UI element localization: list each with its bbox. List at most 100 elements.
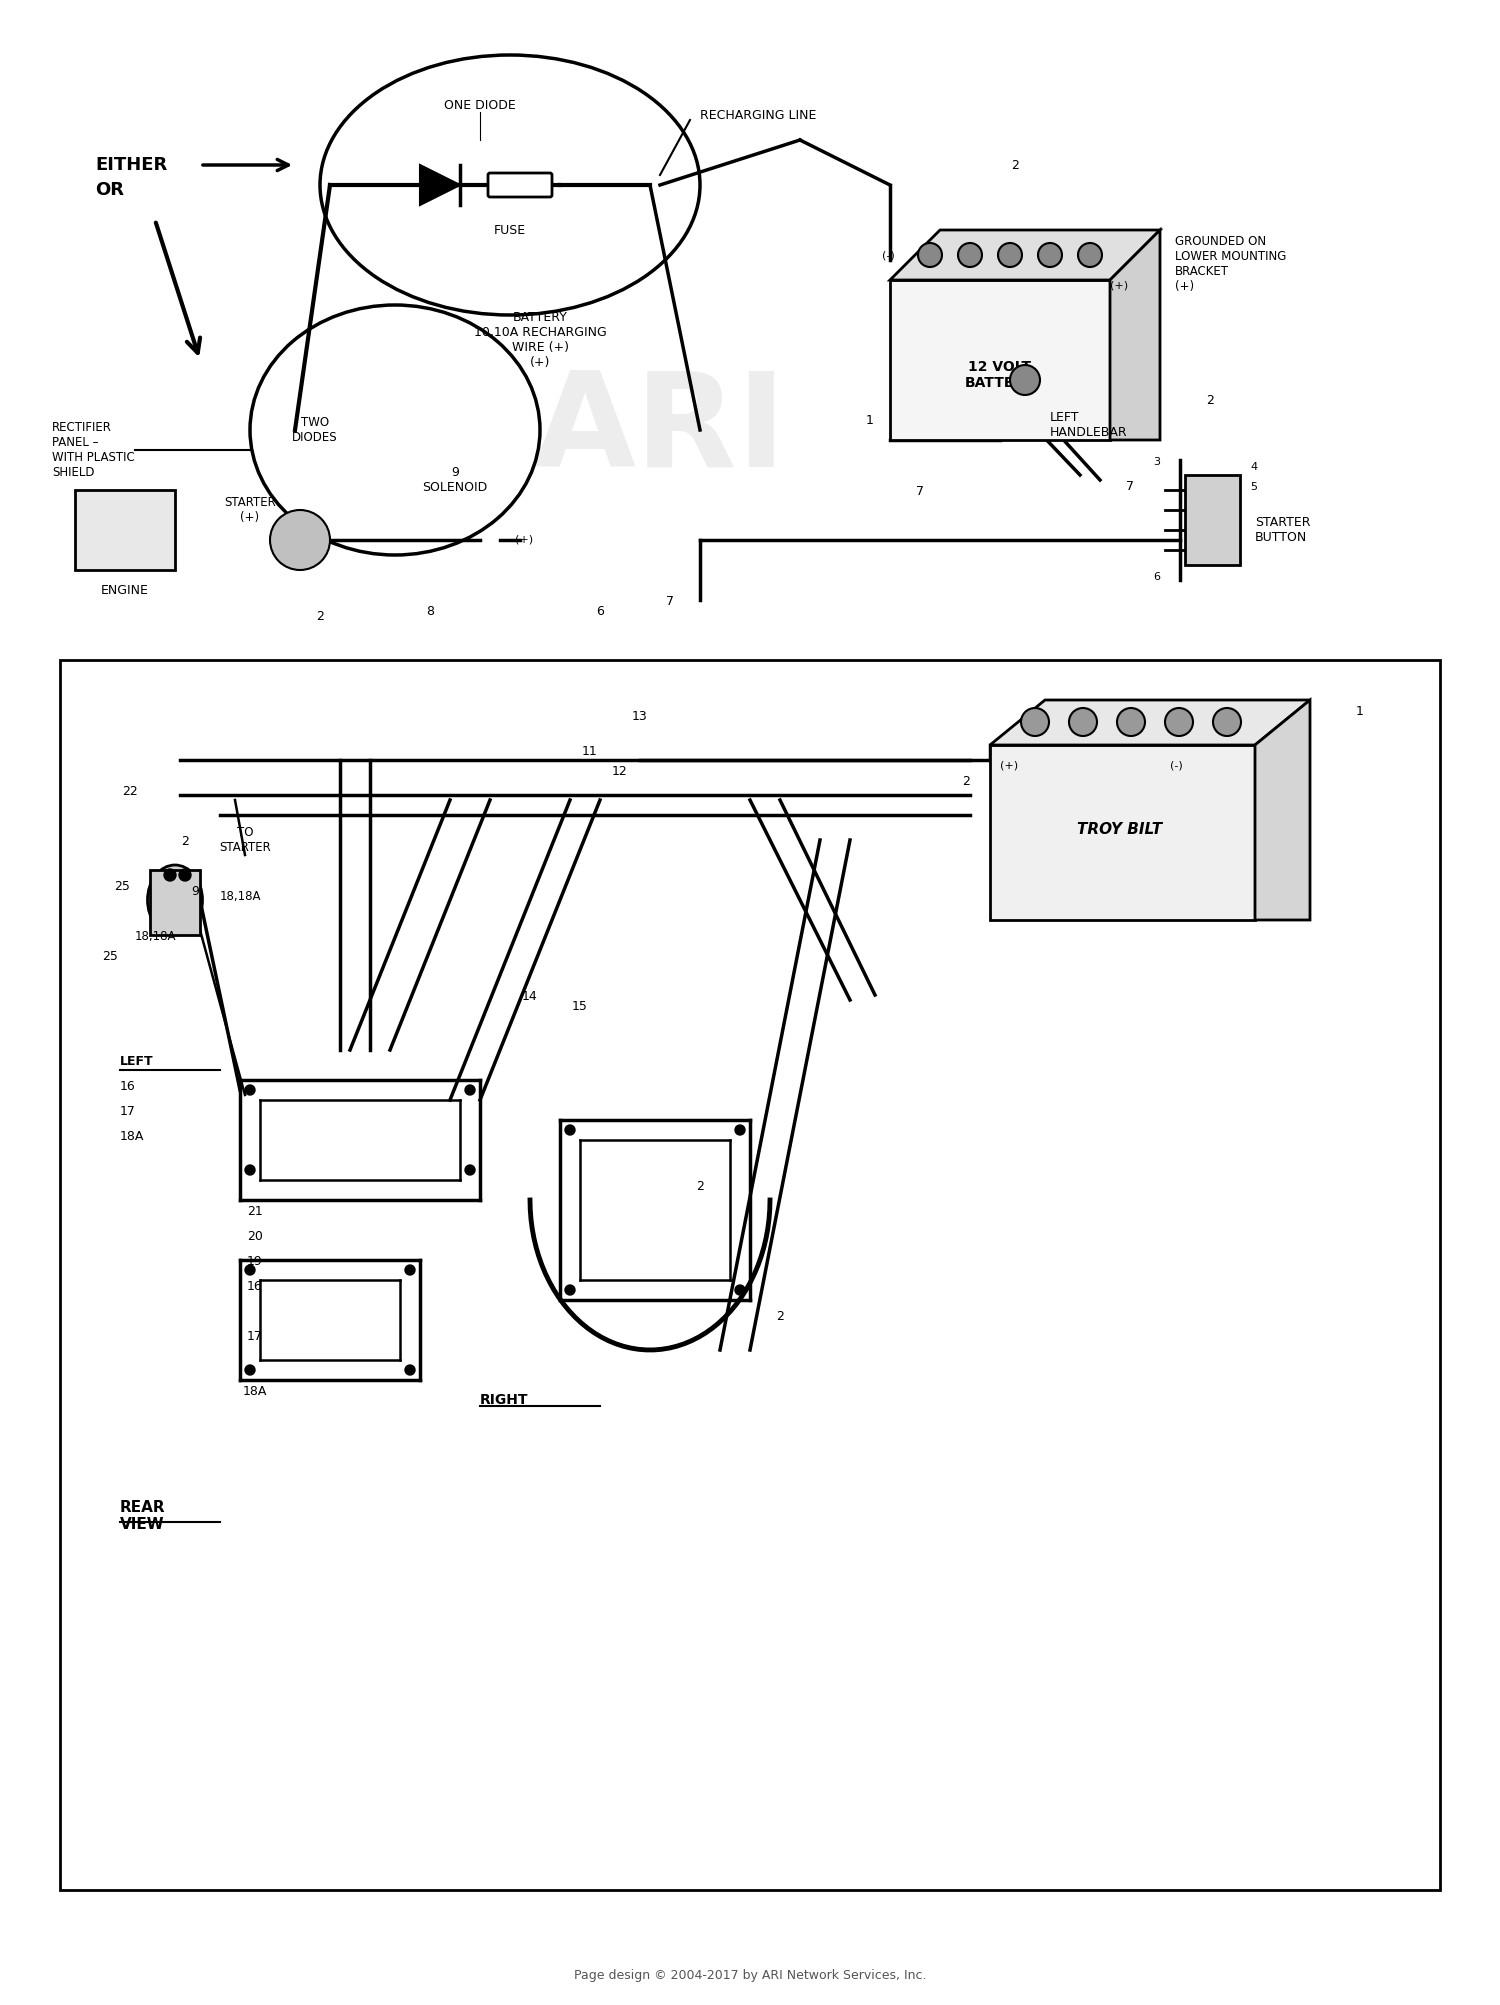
Text: 18A: 18A [243, 1385, 267, 1397]
Text: 18,18A: 18,18A [219, 890, 261, 902]
Text: 2: 2 [1206, 393, 1214, 407]
Circle shape [1078, 243, 1102, 267]
Text: 16: 16 [248, 1279, 262, 1293]
Text: 20: 20 [248, 1229, 262, 1243]
Text: (-): (-) [882, 251, 896, 261]
Text: 8: 8 [426, 606, 433, 618]
Text: 22: 22 [122, 786, 138, 798]
Circle shape [465, 1085, 476, 1095]
Text: (-): (-) [1170, 760, 1182, 770]
Circle shape [244, 1165, 255, 1175]
Circle shape [1070, 708, 1096, 736]
Text: 25: 25 [114, 880, 130, 892]
Circle shape [178, 868, 190, 880]
Text: 2: 2 [1011, 158, 1019, 172]
Circle shape [1038, 243, 1062, 267]
Text: FUSE: FUSE [494, 223, 526, 237]
Text: 16: 16 [120, 1081, 135, 1093]
Text: 17: 17 [120, 1105, 136, 1119]
Text: 3: 3 [1154, 457, 1160, 467]
Text: 13: 13 [632, 710, 648, 724]
Text: 6: 6 [1154, 571, 1160, 581]
Text: 7: 7 [916, 485, 924, 497]
Text: ENGINE: ENGINE [100, 583, 148, 597]
Text: 12: 12 [612, 766, 628, 778]
Circle shape [244, 1365, 255, 1375]
Circle shape [735, 1125, 746, 1135]
Text: 2: 2 [182, 834, 189, 848]
Text: TROY BILT: TROY BILT [1077, 822, 1162, 838]
Text: 2: 2 [696, 1181, 703, 1193]
Text: REAR
VIEW: REAR VIEW [120, 1500, 165, 1532]
Circle shape [1022, 708, 1048, 736]
Text: STARTER
BUTTON: STARTER BUTTON [1256, 515, 1311, 543]
Polygon shape [990, 700, 1310, 746]
Circle shape [735, 1285, 746, 1295]
Text: RECTIFIER
PANEL –
WITH PLASTIC
SHIELD: RECTIFIER PANEL – WITH PLASTIC SHIELD [53, 421, 135, 479]
Circle shape [405, 1365, 416, 1375]
Text: (+): (+) [1110, 281, 1128, 291]
Text: ONE DIODE: ONE DIODE [444, 98, 516, 112]
Text: 4: 4 [1250, 461, 1257, 471]
Circle shape [405, 1265, 416, 1275]
Text: 1: 1 [865, 413, 874, 427]
Text: 7: 7 [1126, 479, 1134, 493]
Circle shape [918, 243, 942, 267]
Text: 7: 7 [666, 595, 674, 608]
Text: 25: 25 [102, 950, 118, 962]
Text: Page design © 2004-2017 by ARI Network Services, Inc.: Page design © 2004-2017 by ARI Network S… [573, 1969, 926, 1981]
Text: 5: 5 [1250, 481, 1257, 491]
Text: 6: 6 [596, 606, 604, 618]
Circle shape [998, 243, 1022, 267]
Text: 18A: 18A [120, 1131, 144, 1143]
FancyBboxPatch shape [990, 746, 1256, 920]
Text: 9
SOLENOID: 9 SOLENOID [423, 465, 488, 493]
Text: STARTER
(+): STARTER (+) [224, 495, 276, 523]
Circle shape [164, 868, 176, 880]
Circle shape [566, 1285, 574, 1295]
Circle shape [1118, 708, 1144, 736]
Text: 14: 14 [522, 990, 538, 1002]
FancyBboxPatch shape [150, 870, 200, 934]
FancyBboxPatch shape [60, 660, 1440, 1891]
Circle shape [465, 1165, 476, 1175]
Circle shape [1166, 708, 1192, 736]
Ellipse shape [270, 509, 330, 569]
Text: (+): (+) [514, 535, 532, 545]
Circle shape [244, 1265, 255, 1275]
Text: 18,18A: 18,18A [135, 930, 176, 942]
Circle shape [1010, 365, 1040, 395]
Text: LEFT: LEFT [120, 1055, 153, 1069]
Text: BATTERY
10,10A RECHARGING
WIRE (+)
(+): BATTERY 10,10A RECHARGING WIRE (+) (+) [474, 311, 606, 369]
Text: ARI: ARI [534, 367, 786, 493]
Text: 12 VOLT
BATTERY: 12 VOLT BATTERY [966, 361, 1035, 391]
FancyBboxPatch shape [75, 489, 176, 569]
Text: 19: 19 [248, 1255, 262, 1267]
Text: TWO
DIODES: TWO DIODES [292, 415, 338, 443]
Circle shape [566, 1125, 574, 1135]
Text: 2: 2 [962, 776, 970, 788]
Text: OR: OR [94, 180, 124, 198]
Text: 9: 9 [190, 884, 200, 898]
Text: RIGHT: RIGHT [480, 1393, 528, 1408]
Ellipse shape [147, 864, 202, 934]
Text: 11: 11 [582, 746, 598, 758]
Text: EITHER: EITHER [94, 156, 168, 174]
FancyBboxPatch shape [890, 281, 1110, 439]
Text: 21: 21 [248, 1205, 262, 1217]
Text: 1: 1 [1356, 706, 1364, 718]
Text: GROUNDED ON
LOWER MOUNTING
BRACKET
(+): GROUNDED ON LOWER MOUNTING BRACKET (+) [1174, 235, 1287, 293]
Text: LEFT
HANDLEBAR: LEFT HANDLEBAR [1050, 411, 1128, 439]
FancyBboxPatch shape [1185, 475, 1240, 565]
Polygon shape [420, 164, 460, 205]
Text: 2: 2 [776, 1309, 784, 1323]
Polygon shape [890, 231, 1160, 281]
Circle shape [244, 1085, 255, 1095]
Text: 2: 2 [316, 610, 324, 624]
FancyBboxPatch shape [488, 172, 552, 196]
Polygon shape [1110, 231, 1160, 439]
Text: 17: 17 [248, 1329, 262, 1343]
Circle shape [1214, 708, 1240, 736]
Text: 15: 15 [572, 1000, 588, 1013]
Text: (+): (+) [1000, 760, 1018, 770]
